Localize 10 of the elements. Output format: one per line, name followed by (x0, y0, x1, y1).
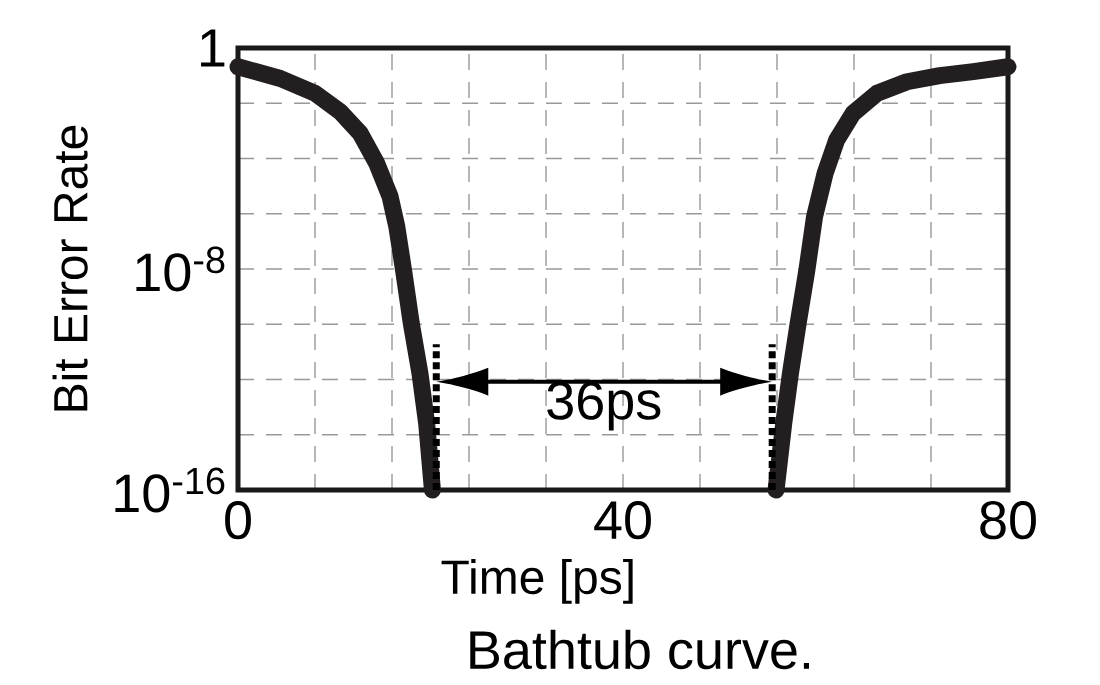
x-tick-label: 40 (594, 501, 651, 540)
annotation: 36ps (547, 381, 661, 431)
x-axis-title: Time [ps] (441, 558, 633, 604)
y-tick-label: 10$^{-16}$ (115, 467, 225, 513)
y-axis-title: Bit Error Rate (52, 125, 88, 411)
y-tick-label: 10$^{-8}$ (136, 246, 225, 292)
x-tick-label: 0 (225, 501, 251, 540)
y-tick-label: 1 (201, 29, 225, 67)
text: Bathtub curve. (470, 629, 810, 670)
x-tick-label: 80 (980, 501, 1036, 540)
